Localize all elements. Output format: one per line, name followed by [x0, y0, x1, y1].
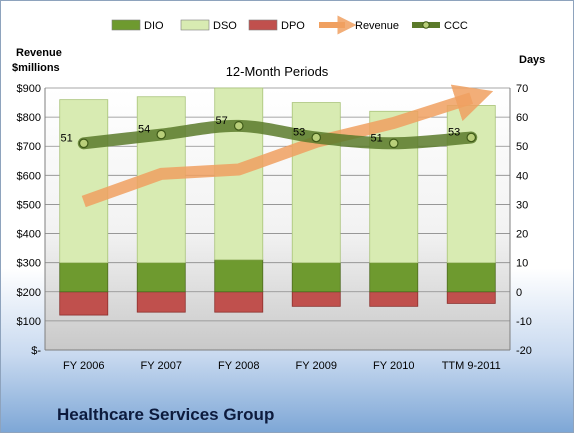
- right-tick-label: 10: [516, 258, 528, 270]
- right-tick-label: -10: [516, 316, 532, 328]
- ccc-marker: [156, 129, 167, 140]
- right-tick-label: 30: [516, 199, 528, 211]
- right-tick-label: 40: [516, 170, 528, 182]
- left-tick-label: $400: [17, 229, 41, 241]
- company-name: Healthcare Services Group: [57, 405, 275, 424]
- right-tick-label: 50: [516, 141, 528, 153]
- bar-dio: [59, 262, 109, 293]
- right-tick-label: 70: [516, 83, 528, 95]
- legend-label-revenue: Revenue: [355, 20, 399, 32]
- left-tick-label: $200: [17, 287, 41, 299]
- axes: $- $100 $200 $300 $400 $500 $600 $700 $800 $900 -2…: [17, 83, 532, 372]
- x-tick-label: TTM 9-2011: [442, 360, 501, 372]
- left-tick-label: $600: [17, 170, 41, 182]
- ccc-marker: [311, 132, 322, 143]
- legend-swatch-dso: [180, 19, 210, 31]
- series-lines: 51 54 57 53 51 53: [61, 84, 494, 208]
- bar-dio: [291, 262, 341, 293]
- left-axis-title-line2: $millions: [12, 62, 60, 74]
- ccc-data-label: 51: [61, 132, 73, 144]
- bar-dio: [214, 259, 264, 293]
- bar-dio: [446, 262, 496, 293]
- legend-swatch-dpo: [248, 19, 278, 31]
- x-tick-label: FY 2006: [63, 360, 104, 372]
- ccc-data-label: 57: [216, 115, 228, 127]
- x-tick-label: FY 2008: [218, 360, 259, 372]
- bar-dpo: [214, 291, 264, 313]
- legend-label-dso: DSO: [213, 20, 237, 32]
- ccc-marker: [233, 121, 244, 131]
- ccc-data-label: 53: [293, 126, 305, 138]
- ccc-line: [77, 119, 478, 150]
- right-tick-label: 0: [516, 287, 522, 299]
- chart-title: 12-Month Periods: [226, 64, 329, 79]
- left-axis-title-line1: Revenue: [16, 47, 62, 59]
- right-tick-label: 20: [516, 229, 528, 241]
- legend-label-dpo: DPO: [281, 20, 305, 32]
- ccc-data-label: 54: [138, 124, 150, 136]
- bar-dio: [369, 262, 419, 293]
- legend-label-ccc: CCC: [444, 20, 468, 32]
- legend-swatch-dio: [111, 19, 141, 31]
- bars: [59, 87, 496, 316]
- ccc-data-label: 53: [448, 126, 460, 138]
- ccc-marker: [78, 138, 89, 149]
- right-tick-label: -20: [516, 345, 532, 357]
- left-tick-label: $-: [31, 345, 41, 357]
- legend-marker-ccc: [422, 21, 430, 29]
- bar-dso: [59, 99, 109, 264]
- x-tick-label: FY 2009: [296, 360, 337, 372]
- left-tick-label: $500: [17, 199, 41, 211]
- ccc-data-label: 51: [371, 132, 383, 144]
- ccc-marker: [388, 138, 399, 149]
- left-tick-label: $300: [17, 258, 41, 270]
- left-tick-label: $800: [17, 112, 41, 124]
- left-tick-label: $900: [17, 83, 41, 95]
- bar-dpo: [291, 291, 341, 307]
- x-tick-label: FY 2010: [373, 360, 414, 372]
- legend-label-dio: DIO: [144, 20, 164, 32]
- right-tick-label: 60: [516, 112, 528, 124]
- bar-dso: [369, 110, 419, 264]
- bar-dpo: [446, 291, 496, 304]
- left-tick-label: $700: [17, 141, 41, 153]
- bar-dpo: [369, 291, 419, 307]
- left-tick-label: $100: [17, 316, 41, 328]
- legend: DIO DSO DPO Revenue CCC: [111, 15, 468, 35]
- right-axis-title: Days: [519, 54, 545, 66]
- bar-dio: [136, 262, 186, 293]
- x-tick-label: FY 2007: [141, 360, 182, 372]
- revenue-line: [81, 84, 494, 208]
- bar-dpo: [136, 291, 186, 313]
- bar-dpo: [59, 291, 109, 316]
- ccc-marker: [466, 132, 477, 143]
